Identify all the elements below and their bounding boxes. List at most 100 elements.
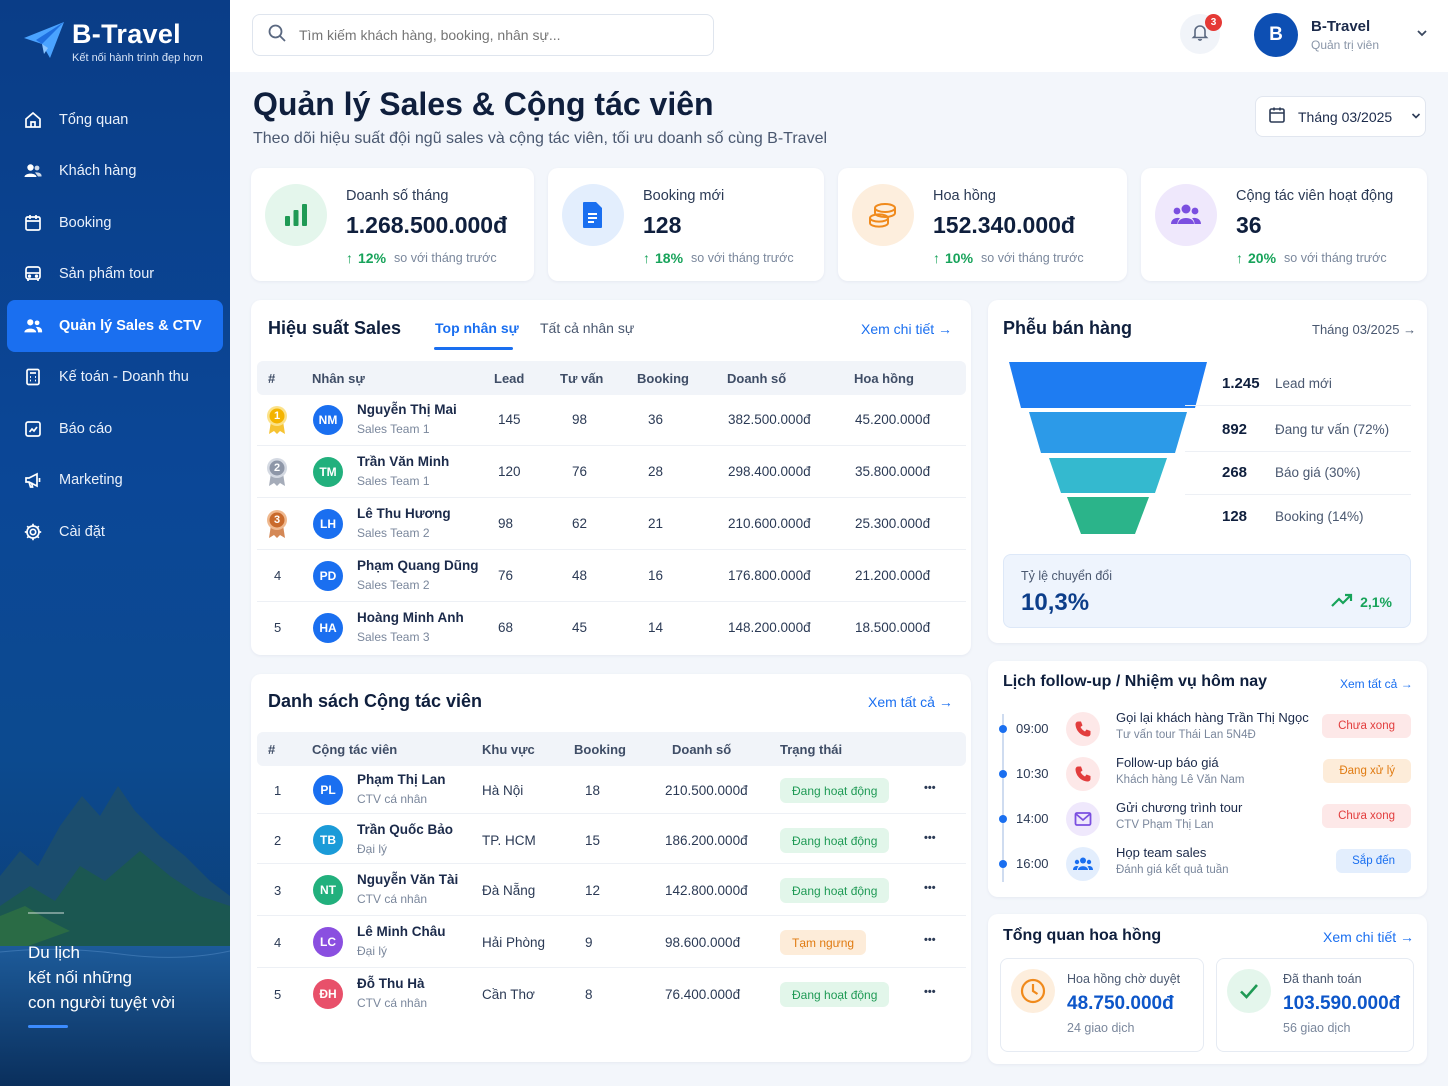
- avatar: B: [1254, 13, 1298, 57]
- commission-paid-count: 56 giao dịch: [1283, 1021, 1351, 1035]
- arrow-right-icon: →: [938, 321, 953, 337]
- ctv-area: Đà Nẵng: [482, 883, 536, 898]
- rank-number: 2: [273, 462, 281, 474]
- ctv-view-all-link[interactable]: Xem tất cả →: [868, 694, 953, 710]
- table-row[interactable]: 3 LH Lê Thu Hương Sales Team 2 98 62 21 210.600…: [257, 498, 966, 550]
- followup-view-all-link[interactable]: Xem tất cả →: [1340, 677, 1413, 691]
- tab-all-staff[interactable]: Tất cả nhân sự: [540, 320, 635, 336]
- sidebar-item-marketing[interactable]: Marketing: [7, 455, 223, 507]
- booking-count: 12: [585, 883, 601, 898]
- kpi-compare: so với tháng trước: [394, 251, 497, 265]
- month-picker[interactable]: Tháng 03/2025: [1255, 96, 1426, 137]
- calendar-icon: [23, 213, 43, 233]
- divider: [28, 912, 64, 914]
- more-options-icon[interactable]: •••: [924, 782, 936, 794]
- followup-task[interactable]: 09:00 Gọi lại khách hàng Trần Thị Ngọc Tư …: [1001, 708, 1415, 752]
- table-row[interactable]: 3 NT Nguyễn Văn Tài CTV cá nhân Đà Nẵng 12 142…: [257, 864, 966, 916]
- tab-underline: [434, 347, 513, 350]
- link-label: Xem tất cả: [868, 694, 935, 710]
- sales-table-header: # Nhân sự Lead Tư vấn Booking Doanh số H…: [257, 361, 966, 395]
- notification-badge: 3: [1205, 14, 1222, 31]
- sidebar-item-tours[interactable]: Sản phẩm tour: [7, 249, 223, 301]
- followup-task[interactable]: 16:00 Họp team sales Đánh giá kết quả tuần…: [1001, 843, 1415, 887]
- col-header: Khu vực: [482, 742, 535, 757]
- timeline-dot: [999, 815, 1007, 823]
- sales-view-detail-link[interactable]: Xem chi tiết →: [861, 321, 952, 337]
- revenue-value: 210.600.000đ: [728, 516, 811, 531]
- funnel-stage-quote: [1049, 458, 1167, 493]
- kpi-value: 1.268.500.000đ: [346, 212, 508, 238]
- coins-icon: [852, 184, 914, 246]
- avatar: HA: [313, 613, 343, 643]
- brand-logo[interactable]: B-Travel Kết nối hành trình đẹp hơn: [22, 18, 203, 64]
- phone-icon: [1066, 757, 1100, 791]
- table-row[interactable]: 1 PL Phạm Thị Lan CTV cá nhân Hà Nội 18 210.50…: [257, 764, 966, 814]
- search-input[interactable]: [299, 27, 699, 43]
- arrow-right-icon: →: [1400, 677, 1413, 691]
- notification-button[interactable]: 3: [1180, 14, 1222, 54]
- user-menu[interactable]: B B-Travel Quản trị viên: [1254, 13, 1429, 57]
- tagline-line: kết nối những: [28, 968, 133, 987]
- revenue-value: 186.200.000đ: [665, 833, 748, 848]
- table-row[interactable]: 1 NM Nguyễn Thị Mai Sales Team 1 145 98 36 382.…: [257, 394, 966, 446]
- ctv-name: Lê Minh Châu: [357, 924, 446, 939]
- funnel-value: 268: [1222, 464, 1248, 481]
- table-row[interactable]: 5 HA Hoàng Minh Anh Sales Team 3 68 45 14 148.2…: [257, 602, 966, 654]
- table-row[interactable]: 2 TB Trần Quốc Bảo Đại lý TP. HCM 15 186.200.0…: [257, 814, 966, 864]
- avatar: LH: [313, 509, 343, 539]
- kpi-change: ↑ 20% so với tháng trước: [1236, 250, 1387, 266]
- rank-medal-icon: 2: [266, 457, 288, 486]
- kpi-card-commission: Hoa hồng 152.340.000đ ↑ 10% so với tháng t…: [838, 168, 1127, 281]
- tagline-line: Du lịch: [28, 943, 80, 962]
- brand-name: B-Travel: [72, 19, 181, 49]
- kpi-label: Hoa hồng: [933, 188, 996, 204]
- more-options-icon[interactable]: •••: [924, 934, 936, 946]
- ctv-area: TP. HCM: [482, 833, 536, 848]
- bus-icon: [23, 264, 43, 284]
- followup-task[interactable]: 10:30 Follow-up báo giá Khách hàng Lê Văn …: [1001, 753, 1415, 797]
- sidebar-item-sales-ctv[interactable]: Quản lý Sales & CTV: [7, 300, 223, 352]
- kpi-change: ↑ 12% so với tháng trước: [346, 250, 497, 266]
- status-badge: Đang hoạt động: [780, 828, 890, 853]
- conversion-rate-box: Tỷ lệ chuyển đổi 10,3% 2,1%: [1003, 554, 1411, 628]
- sidebar-item-booking[interactable]: Booking: [7, 197, 223, 249]
- sidebar-item-accounting[interactable]: Kế toán - Doanh thu: [7, 352, 223, 404]
- consult-count: 76: [572, 464, 588, 479]
- link-label: Xem tất cả: [1340, 677, 1398, 691]
- arrow-up-icon: ↑: [1236, 250, 1243, 266]
- conversion-change: 2,1%: [1330, 592, 1392, 611]
- booking-count: 36: [648, 412, 664, 427]
- kpi-value: 36: [1236, 212, 1262, 238]
- sidebar-item-customers[interactable]: Khách hàng: [7, 146, 223, 198]
- ctv-type: Đại lý: [357, 842, 388, 856]
- timeline-line: [1002, 714, 1004, 882]
- sidebar-item-reports[interactable]: Báo cáo: [7, 403, 223, 455]
- more-options-icon[interactable]: •••: [924, 882, 936, 894]
- table-row[interactable]: 4 LC Lê Minh Châu Đại lý Hải Phòng 9 98.600.00…: [257, 916, 966, 968]
- commission-view-detail-link[interactable]: Xem chi tiết →: [1323, 929, 1414, 945]
- task-subtitle: Tư vấn tour Thái Lan 5N4Đ: [1116, 729, 1256, 741]
- sidebar-item-settings[interactable]: Cài đặt: [7, 506, 223, 558]
- team-icon: [23, 316, 43, 336]
- table-row[interactable]: 5 ĐH Đỗ Thu Hà CTV cá nhân Cần Thơ 8 76.400.00…: [257, 968, 966, 1020]
- followup-task[interactable]: 14:00 Gửi chương trình tour CTV Phạm Thị L…: [1001, 798, 1415, 842]
- more-options-icon[interactable]: •••: [924, 832, 936, 844]
- funnel-month-link[interactable]: Tháng 03/2025 →: [1312, 322, 1416, 337]
- table-row[interactable]: 2 TM Trần Văn Minh Sales Team 1 120 76 28 298.4…: [257, 446, 966, 498]
- col-header: Nhân sự: [312, 371, 365, 386]
- rank-number: 4: [274, 935, 282, 950]
- sidebar-item-overview[interactable]: Tổng quan: [7, 94, 223, 146]
- funnel-label: Lead mới: [1275, 376, 1332, 391]
- arrow-right-icon: →: [1400, 929, 1415, 945]
- table-row[interactable]: 4 PD Phạm Quang Dũng Sales Team 2 76 48 16 176.…: [257, 550, 966, 602]
- search-box[interactable]: [252, 14, 714, 56]
- more-options-icon[interactable]: •••: [924, 986, 936, 998]
- kpi-card-revenue: Doanh số tháng 1.268.500.000đ ↑ 12% so với…: [251, 168, 534, 281]
- revenue-value: 210.500.000đ: [665, 783, 748, 798]
- tab-top-staff[interactable]: Top nhân sự: [435, 320, 519, 336]
- search-icon: [267, 23, 287, 48]
- rank-number: 4: [274, 568, 282, 583]
- ctv-table-header: # Cộng tác viên Khu vực Booking Doanh số…: [257, 732, 966, 766]
- task-status-badge: Sắp đến: [1336, 849, 1411, 873]
- arrow-right-icon: →: [938, 694, 953, 710]
